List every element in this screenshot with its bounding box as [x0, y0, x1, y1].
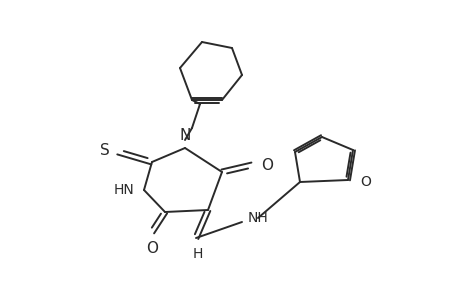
Text: O: O: [146, 241, 157, 256]
Text: HN: HN: [113, 183, 134, 197]
Text: H: H: [192, 247, 203, 261]
Text: N: N: [179, 128, 190, 143]
Text: O: O: [260, 158, 272, 172]
Text: NH: NH: [247, 211, 268, 225]
Text: S: S: [100, 142, 110, 158]
Text: O: O: [359, 175, 370, 189]
